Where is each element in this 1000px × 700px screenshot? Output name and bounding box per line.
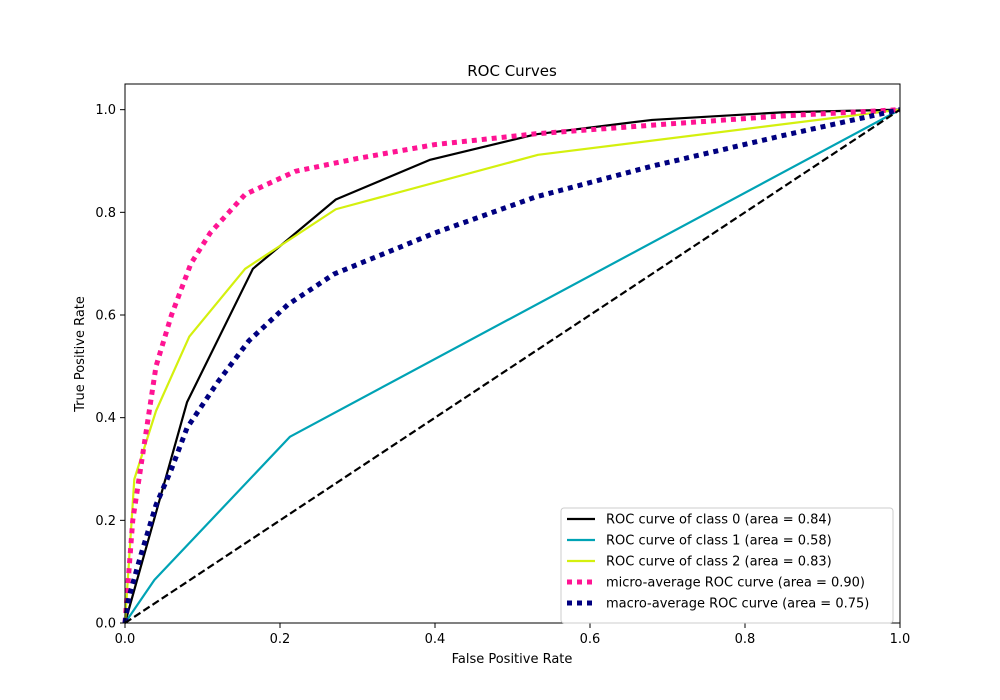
roc-series-3 [122, 107, 901, 624]
x-tick-label: 0.6 [580, 632, 601, 647]
legend-entry-label: micro-average ROC curve (area = 0.90) [606, 576, 865, 591]
y-tick-label: 0.4 [95, 411, 116, 426]
axes-frame [124, 83, 901, 624]
roc-series-2 [123, 108, 901, 624]
x-tick-label: 0.4 [425, 632, 446, 647]
x-tick-label: 0.0 [115, 632, 136, 647]
legend-entry-label: ROC curve of class 2 (area = 0.83) [606, 555, 832, 570]
x-tick-label: 1.0 [890, 632, 911, 647]
legend-entry-label: macro-average ROC curve (area = 0.75) [606, 597, 869, 612]
y-tick-label: 0.6 [95, 309, 116, 324]
y-tick-label: 0.2 [95, 514, 116, 529]
x-tick-label: 0.8 [735, 632, 756, 647]
plot-area: 0.0 0.2 0.4 0.6 0.8 1.0 0.0 0.2 0.4 0.6 0.8 1.0 [95, 83, 911, 647]
y-tick-label: 0.8 [95, 206, 116, 221]
roc-series-1 [124, 108, 901, 624]
y-tick-label: 0.0 [95, 617, 116, 632]
roc-series-4 [122, 107, 901, 624]
roc-series-5 [124, 108, 901, 624]
legend-box [560, 507, 894, 624]
chart-title: ROC Curves [467, 62, 557, 80]
legend: ROC curve of class 0 (area = 0.84) ROC cu… [560, 507, 894, 624]
legend-entry-label: ROC curve of class 0 (area = 0.84) [606, 513, 832, 528]
y-tick-label: 1.0 [95, 103, 116, 118]
x-axis-label: False Positive Rate [452, 652, 573, 667]
y-axis-label: True Positive Rate [73, 296, 88, 413]
x-tick-label: 0.2 [270, 632, 291, 647]
legend-entry-label: ROC curve of class 1 (area = 0.58) [606, 534, 832, 549]
roc-series-0 [123, 108, 901, 624]
